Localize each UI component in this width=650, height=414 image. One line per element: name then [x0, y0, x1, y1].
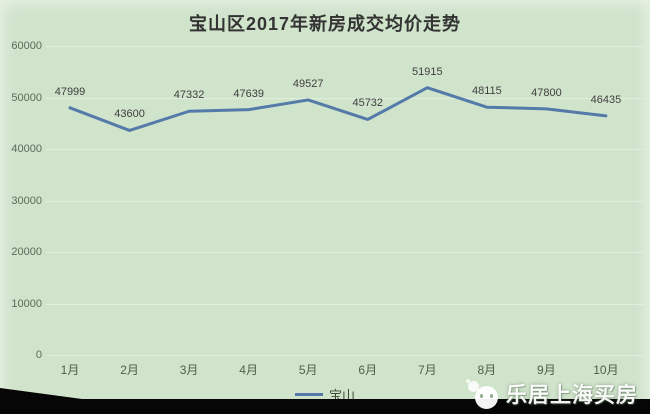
data-label: 46435	[590, 93, 622, 106]
x-axis-label: 10月	[593, 363, 619, 377]
watermark: 乐居上海买房	[466, 379, 638, 409]
x-axis-label: 3月	[179, 363, 199, 377]
legend-line-swatch	[294, 393, 323, 396]
data-label: 48115	[471, 85, 502, 98]
x-axis-label: 2月	[120, 363, 139, 377]
x-axis-label: 5月	[298, 363, 318, 377]
data-label: 45732	[352, 97, 384, 110]
gridline	[46, 355, 645, 356]
data-label: 47800	[531, 86, 562, 99]
x-axis-label: 7月	[417, 363, 437, 377]
gridline	[46, 46, 645, 47]
data-label: 51915	[412, 65, 443, 78]
x-axis-label: 6月	[358, 363, 378, 377]
data-label: 47999	[54, 85, 86, 98]
chart-title: 宝山区2017年新房成交均价走势	[188, 14, 462, 34]
sparkle-dot	[466, 379, 470, 383]
x-axis-label: 9月	[537, 363, 556, 377]
gridline	[46, 149, 645, 150]
gridline	[46, 303, 645, 305]
y-axis-label: 50000	[11, 91, 42, 104]
footer-ribbon-triangle	[0, 388, 82, 399]
gridline	[46, 252, 645, 253]
watermark-text: 乐居上海买房	[506, 384, 638, 407]
y-axis-label: 0	[35, 349, 42, 361]
x-axis-label: 8月	[477, 363, 497, 377]
wechat-icon	[466, 379, 498, 409]
gridline	[46, 200, 645, 202]
y-axis-label: 20000	[11, 246, 42, 258]
y-axis-label: 30000	[11, 194, 42, 207]
data-label: 47639	[233, 87, 264, 100]
x-axis-label: 1月	[60, 363, 80, 377]
data-label: 49527	[292, 77, 324, 90]
chat-bubble-big	[475, 386, 498, 409]
y-axis-label: 60000	[11, 40, 42, 52]
data-label: 43600	[114, 108, 145, 121]
x-axis-label: 4月	[239, 363, 258, 377]
y-axis-label: 40000	[11, 143, 42, 155]
y-axis-label: 10000	[11, 297, 42, 310]
data-label: 47332	[173, 89, 205, 102]
chat-bubble-small	[468, 381, 479, 392]
